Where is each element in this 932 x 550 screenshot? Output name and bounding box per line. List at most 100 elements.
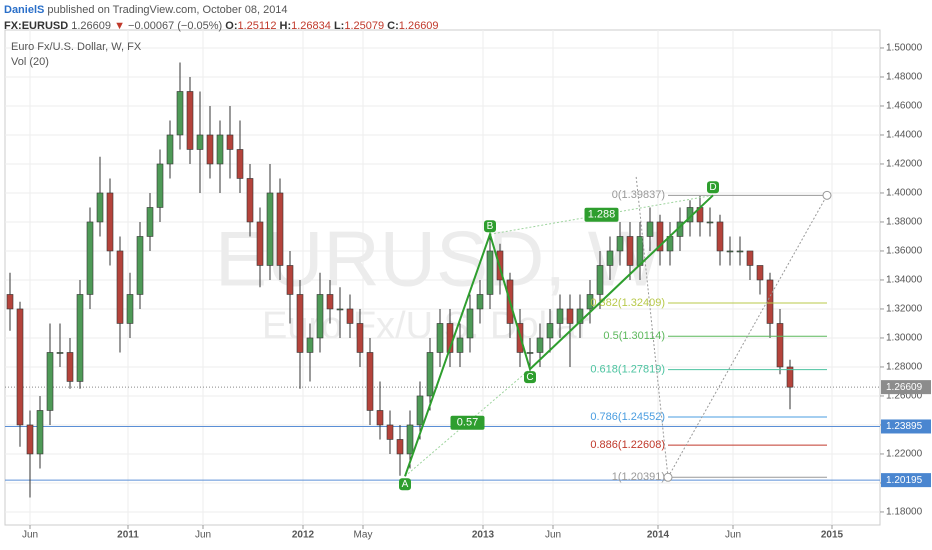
plot-frame [4, 29, 881, 526]
y-tick-label: 1.18000 [886, 507, 923, 518]
candle-body [536, 337, 544, 353]
x-tick-label: 2014 [647, 530, 670, 541]
candle-body [116, 250, 124, 324]
candle-body [26, 424, 34, 455]
fib-label: 0.382(1.32409) [590, 297, 665, 309]
x-tick-label: 2011 [117, 530, 139, 541]
candle-body [106, 192, 114, 252]
candle-body [36, 410, 44, 455]
price-badge-label: 1.26609 [886, 382, 923, 393]
chart-title: Euro Fx/U.S. Dollar, W, FX [11, 41, 142, 53]
fib-label: 0.786(1.24552) [590, 411, 665, 423]
x-tick-label: Jun [725, 530, 741, 541]
candle-body [326, 294, 334, 310]
candle-body [286, 265, 294, 295]
pattern-point [524, 371, 536, 384]
candle-body [166, 134, 174, 165]
fib-trend [667, 195, 828, 478]
x-tick-label: 2012 [292, 530, 315, 541]
candle-body [186, 91, 194, 150]
ohlc-value: 1.26609 [398, 20, 439, 32]
candle-body [226, 134, 234, 150]
candle-body [576, 308, 584, 324]
pattern-point-label: B [487, 221, 494, 232]
y-tick-label: 1.28000 [886, 362, 923, 373]
ratio-label: 1.288 [588, 209, 616, 221]
candle-body [416, 395, 424, 426]
ratio-box [584, 207, 619, 222]
fib-handle [663, 472, 673, 482]
candle-body [716, 221, 724, 252]
candle-body [206, 134, 214, 165]
change: −0.00067 (−0.05%) [128, 20, 223, 32]
candle-body [176, 91, 184, 136]
ohlc-value: 1.25079 [344, 20, 385, 32]
pattern-point-label: A [402, 479, 409, 490]
price: 1.26609 [71, 20, 111, 32]
candle-body [456, 337, 464, 353]
candle-body [526, 352, 534, 354]
y-tick-label: 1.46000 [886, 101, 923, 112]
price-badge [881, 473, 931, 488]
x-tick-label: May [354, 530, 373, 541]
x-tick-label: Jun [195, 530, 211, 541]
candle-body [756, 265, 764, 281]
ohlc-label: O: [225, 20, 238, 32]
x-tick-label: 2013 [472, 530, 495, 541]
fib-trend [635, 175, 669, 478]
candle-body [426, 352, 434, 397]
candle-body [766, 279, 774, 324]
candle-body [546, 323, 554, 339]
candle-body [96, 192, 104, 223]
ohlc-label: C: [387, 20, 399, 32]
header: DanielS published on TradingView.com, Oc… [4, 2, 439, 34]
ohlc-label: L: [333, 20, 345, 32]
pattern-point [484, 220, 496, 233]
candle-body [436, 323, 444, 353]
y-tick-label: 1.50000 [886, 43, 923, 54]
y-tick-label: 1.44000 [886, 130, 923, 141]
x-tick-label: Jun [22, 530, 38, 541]
candle-body [256, 221, 264, 266]
candle-body [736, 250, 744, 253]
candle-body [616, 236, 624, 252]
candle-body [146, 207, 154, 237]
candle-body [266, 192, 274, 266]
y-tick-label: 1.42000 [886, 159, 923, 170]
pattern-point [707, 181, 719, 194]
candle-body [596, 265, 604, 295]
candle-body [556, 308, 564, 324]
candle-body [76, 294, 84, 382]
ohlc-label: H: [279, 20, 292, 32]
fib-label: 0(1.39837) [612, 189, 665, 201]
candle-body [276, 192, 284, 266]
candle-body [66, 352, 74, 382]
symbol: FX:EURUSD [4, 20, 69, 32]
fib-label: 0.886(1.22608) [590, 439, 665, 451]
candle-body [776, 323, 784, 368]
candle-body [636, 236, 644, 266]
candle-body [656, 221, 664, 252]
y-tick-label: 1.30000 [886, 333, 923, 344]
candle-body [216, 134, 224, 165]
fib-label: 0.618(1.27819) [590, 363, 665, 375]
candle-body [196, 134, 204, 150]
fib-label: 1(1.20391) [612, 471, 665, 483]
author[interactable]: DanielS [4, 4, 45, 16]
price-badge-label: 1.23895 [886, 421, 923, 432]
candle-body [646, 221, 654, 237]
candle-body [786, 366, 794, 388]
price-badge [881, 380, 931, 395]
y-tick-label: 1.34000 [886, 275, 923, 286]
candle-body [376, 410, 384, 426]
candle-body [586, 294, 594, 310]
ohlc-value: 1.25112 [237, 20, 277, 32]
candle-body [136, 236, 144, 295]
candle-body [316, 294, 324, 339]
candle-body [336, 308, 344, 311]
pattern-point [399, 478, 411, 491]
x-tick-label: 2015 [821, 530, 844, 541]
candle-body [346, 308, 354, 324]
